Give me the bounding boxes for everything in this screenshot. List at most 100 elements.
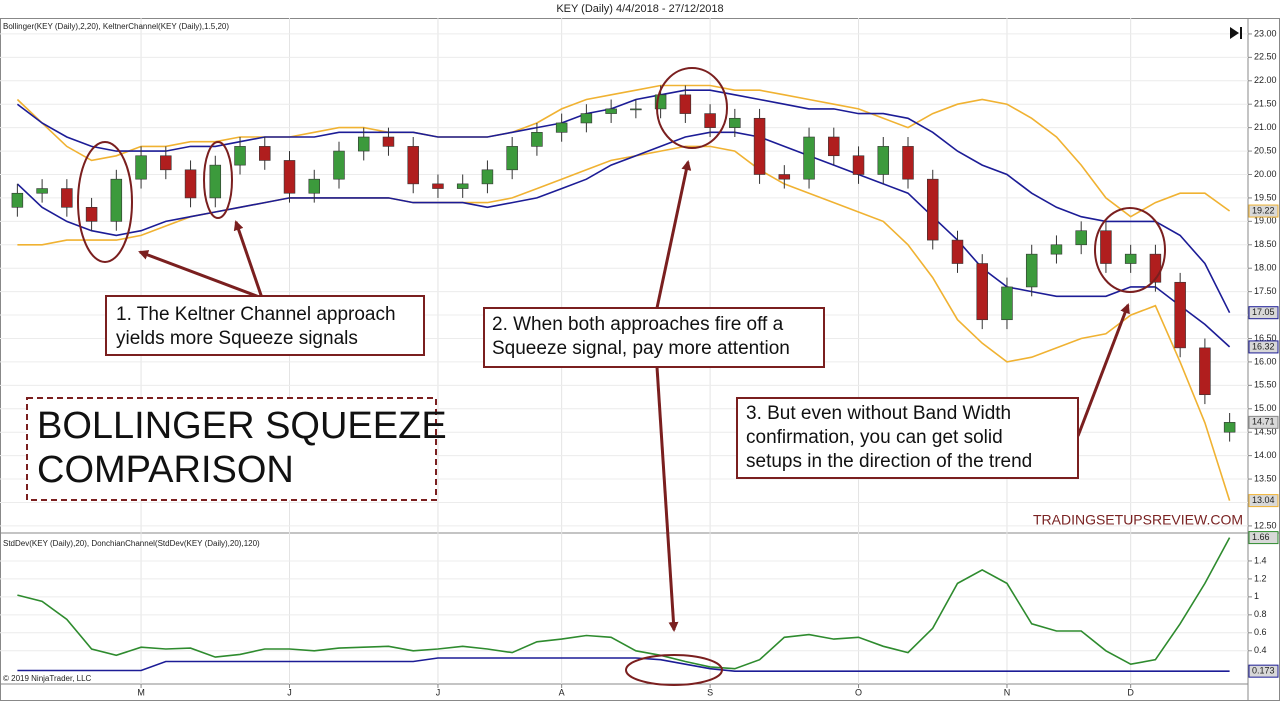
y-tick-label: 0.4 <box>1254 645 1267 655</box>
y-tick-label: 18.00 <box>1254 263 1277 273</box>
candle-body <box>259 146 271 161</box>
y-tick-label: 16.00 <box>1254 356 1277 366</box>
marks <box>11 84 1236 672</box>
value-tag <box>1248 415 1279 429</box>
indicator-label: Bollinger(KEY (Daily),2,20), KeltnerChan… <box>3 22 229 31</box>
y-tick-label: 20.50 <box>1254 145 1277 155</box>
candle-body <box>778 174 791 180</box>
candle-body <box>679 94 692 114</box>
line-series <box>17 657 1230 672</box>
annotation-text: setups in the direction of the trend <box>746 451 1032 472</box>
arrows <box>138 160 1130 632</box>
annotation-text: 1. The Keltner Channel approach <box>116 304 396 325</box>
title-box <box>26 397 437 501</box>
annotation-text: confirmation, you can get solid <box>746 427 1003 448</box>
copyright: © 2019 NinjaTrader, LLC <box>3 674 92 683</box>
highlight-ellipse <box>656 67 728 149</box>
x-tick-label: O <box>855 687 862 697</box>
candle-body <box>1050 244 1063 255</box>
value-tag-label: 0.173 <box>1252 666 1275 676</box>
x-tick-label: N <box>1004 687 1011 697</box>
highlight-ellipse <box>203 141 233 219</box>
y-tick-label: 14.50 <box>1254 427 1277 437</box>
candle-body <box>160 155 172 171</box>
y-tick-label: 17.50 <box>1254 286 1277 296</box>
candle-body <box>704 113 716 128</box>
candle-body <box>630 108 642 111</box>
annotation-text: 2. When both approaches fire off a <box>492 314 784 335</box>
y-tick-label: 15.50 <box>1254 380 1277 390</box>
candle-body <box>1174 281 1186 349</box>
candle-body <box>852 155 865 175</box>
candle-body <box>135 155 147 180</box>
y-tick-label: 1.2 <box>1254 573 1267 583</box>
annotation-text: Squeeze signal, pay more attention <box>492 338 790 359</box>
value-tag <box>1248 340 1279 354</box>
y-tick-label: 22.50 <box>1254 52 1277 62</box>
y-tick-label: 14.00 <box>1254 450 1277 460</box>
x-tick-label: D <box>1127 687 1134 697</box>
y-tick-label: 13.50 <box>1254 473 1277 483</box>
candle-body <box>308 178 320 194</box>
candle-body <box>209 164 222 199</box>
value-tag-label: 16.32 <box>1252 341 1275 351</box>
y-tick-label: 19.50 <box>1254 192 1277 202</box>
arrow <box>233 220 264 299</box>
candle-body <box>605 108 617 114</box>
candle-body <box>283 160 296 194</box>
x-tick-label: A <box>559 687 565 697</box>
value-tag <box>1248 204 1279 218</box>
y-tick-label: 21.00 <box>1254 122 1277 132</box>
candle-body <box>951 239 964 264</box>
x-tick-label: S <box>707 687 713 697</box>
candle-body <box>11 192 24 208</box>
candle-body <box>110 178 123 222</box>
annotation-text: 3. But even without Band Width <box>746 403 1011 424</box>
y-tick-label: 12.50 <box>1254 520 1277 530</box>
highlight-ellipse <box>1094 207 1166 293</box>
candle-body <box>432 183 444 189</box>
candle-body <box>61 188 73 208</box>
y-tick-label: 20.00 <box>1254 169 1277 179</box>
line-series <box>16 84 1231 218</box>
value-tag-label: 13.04 <box>1252 495 1275 505</box>
y-tick-label: 23.00 <box>1254 28 1277 38</box>
annotation-text: yields more Squeeze signals <box>116 328 358 349</box>
value-tag <box>1248 306 1279 320</box>
watermark: TRADINGSETUPSREVIEW.COM <box>1033 512 1243 528</box>
value-tag-label: 17.05 <box>1252 307 1275 317</box>
candle-body <box>382 136 395 147</box>
y-tick-label: 15.00 <box>1254 403 1277 413</box>
candle-body <box>506 146 518 171</box>
y-tick-label: 1 <box>1254 591 1259 601</box>
value-tag-label: 14.71 <box>1252 417 1275 427</box>
y-tick-label: 1.4 <box>1254 555 1267 565</box>
candle-body <box>828 136 840 157</box>
arrow <box>1076 303 1130 437</box>
value-tag <box>1248 664 1279 678</box>
candle-body <box>927 178 939 241</box>
candle-body <box>85 206 98 222</box>
chart-title: KEY (Daily) 4/4/2018 - 27/12/2018 <box>556 3 723 15</box>
line-series <box>16 89 1231 314</box>
icon <box>1230 27 1239 39</box>
candle-body <box>654 94 667 110</box>
candle-body <box>1223 422 1236 433</box>
icon <box>1240 27 1242 39</box>
highlight-ellipse <box>625 654 723 686</box>
big-title: COMPARISON <box>37 449 294 491</box>
candle-body <box>1025 253 1038 288</box>
indicator-label: StdDev(KEY (Daily),20), DonchianChannel(… <box>3 539 260 548</box>
candle-body <box>407 146 419 185</box>
candle-body <box>36 188 48 194</box>
candle-body <box>1001 286 1013 321</box>
line-series <box>17 537 1231 670</box>
candle-body <box>803 136 815 180</box>
candle-body <box>531 132 543 147</box>
candle-body <box>184 169 197 199</box>
candle-body <box>729 117 741 128</box>
candle-body <box>234 146 246 166</box>
candle-body <box>902 146 914 180</box>
